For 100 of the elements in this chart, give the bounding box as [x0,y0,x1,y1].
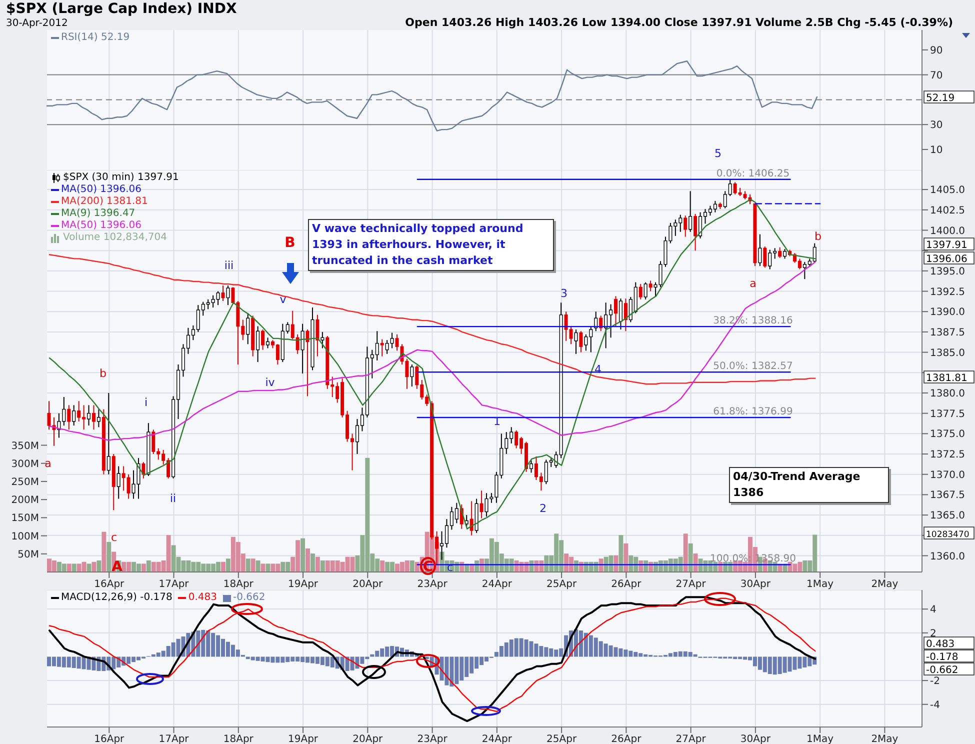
y2-tick-label: 50M [18,549,39,560]
x-tick-label: 23Apr [417,734,448,744]
candlestick [614,296,618,327]
bar [72,564,76,572]
candlestick [684,215,688,238]
bar [221,562,226,572]
annotation: a [44,457,52,470]
text: 1381.81 [926,373,968,384]
x-tick-label: 24Apr [482,734,513,744]
bar [226,558,230,572]
candlestick [638,283,642,300]
bar [306,548,310,572]
bar [146,560,151,572]
y-tick-label: 1387.5 [930,327,965,338]
legend-label: MA(50) 1396.06 [61,184,142,196]
candlestick [320,331,324,349]
y-tick-label: 1367.5 [930,490,965,502]
x-tick-label: 1May [806,579,834,590]
candlestick [380,338,384,357]
x-tick-label: 26Apr [611,734,642,744]
y2-tick-label: 200M [11,495,39,506]
x-tick-label: 16Apr [94,579,126,590]
candlestick [778,246,782,258]
y-tick-label: -4 [930,700,940,711]
x-tick-label: 30Apr [740,734,772,744]
text: 1396.06 [926,254,968,265]
x-tick-label: 25Apr [546,579,578,590]
candlestick [763,246,767,268]
x-tick-label: 2May [871,579,898,590]
bar [106,542,112,572]
text: 0.483 [926,639,955,650]
candlestick [316,314,320,357]
bar [618,535,624,572]
candlestick [579,330,583,353]
annotation: A [112,559,123,575]
y-tick-label: 1405.0 [930,185,965,196]
legend-label: Volume 102,834,704 [63,232,167,244]
bar [256,560,260,572]
annotation: 3 [560,287,568,300]
candlestick [480,490,484,519]
bar [96,560,102,572]
x-tick-label: 2May [871,734,898,744]
y-tick-label: 70 [930,70,943,82]
candlestick [87,404,91,426]
y-tick-label: 1402.5 [930,205,965,216]
bar [380,560,385,572]
y-tick-label: 1360.0 [930,551,965,562]
legend-label: $SPX (30 min) 1397.91 [63,172,179,184]
annotation: b [814,230,822,243]
legend-label: MA(9) 1396.47 [61,208,136,220]
y-tick-label: 30 [930,120,943,132]
x-tick-label: 27Apr [676,734,707,744]
text: -0.178 [926,652,958,663]
candlestick [688,190,692,232]
candlestick [529,460,533,474]
legend-label: 0.483 [188,592,218,604]
chart-title: $SPX (Large Cap Index) INDX [6,1,237,17]
x-tick-label: 17Apr [158,579,190,590]
bar [260,564,266,572]
chart-subtitle: 30-Apr-2012 [6,18,68,29]
legend-label: -0.662 [233,592,266,604]
candlestick [226,285,230,306]
y2-tick-label: 150M [11,513,39,524]
annotation: 0.0%: 1406.25 [716,168,790,180]
x-tick-label: 27Apr [676,579,707,590]
y2-tick-label: 100M [11,531,39,542]
y2-tick-label: 250M [11,477,39,488]
annotation: b [100,367,107,380]
y-tick-label: 1400.0 [930,226,965,237]
annotation: 2 [540,502,546,515]
bar [320,560,325,572]
bar [315,556,320,572]
annotation: 5 [714,147,722,160]
x-tick-label: 20Apr [352,734,384,744]
y-tick-label: 1375.0 [930,429,965,440]
x-tick-label: 18Apr [223,579,254,590]
annotation: v [280,293,287,306]
bar [250,558,256,572]
bar [410,560,414,572]
x-tick-label: 25Apr [546,734,578,744]
annotation: iii [224,259,234,272]
candlestick [644,282,648,300]
text: -0.662 [926,665,958,676]
candlestick [758,234,762,267]
candlestick [72,404,76,426]
bar [92,562,96,572]
x-tick-label: 30Apr [740,579,772,590]
line-series [48,254,816,385]
bar [310,554,315,572]
y-tick-label: -2 [930,676,940,688]
x-tick-label: 19Apr [288,734,319,744]
bar [688,543,693,572]
annotation: i [144,396,148,409]
legend-label: MACD(12,26,9) -0.178 [61,592,172,604]
candlestick [410,364,414,387]
x-tick-label: 16Apr [94,734,126,744]
y-tick-label: 1390.0 [930,307,965,318]
text: 1397.91 [926,240,968,251]
line-series [46,60,818,132]
legend-label: RSI(14) 52.19 [61,32,130,44]
